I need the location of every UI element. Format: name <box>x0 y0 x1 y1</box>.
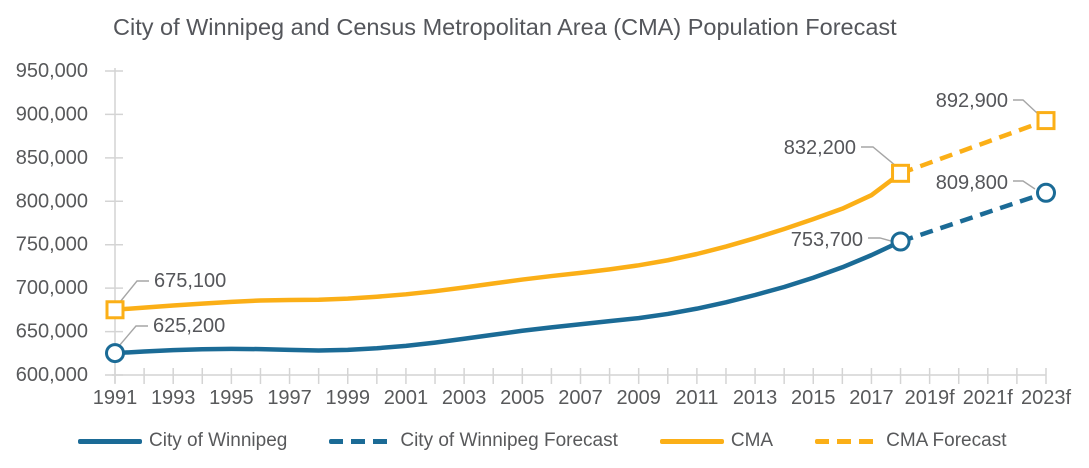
series-line-cma_forecast <box>899 118 1047 176</box>
x-axis-tick-label: 1991 <box>93 387 138 409</box>
legend-label: CMA Forecast <box>886 430 1007 451</box>
annotation-leader-line <box>1013 99 1038 114</box>
solid-line-sample <box>78 438 142 444</box>
dashed-line-sample <box>815 438 880 444</box>
data-label: 892,900 <box>936 90 1008 112</box>
x-axis-tick-label: 1999 <box>326 387 371 409</box>
series-line-cma <box>112 171 903 313</box>
dashed-line-sample <box>329 438 394 444</box>
legend-item-cma: CMA <box>659 430 774 452</box>
legend-label: CMA <box>730 430 774 451</box>
solid-line-sample <box>659 438 724 444</box>
data-marker-square-cma <box>891 163 911 183</box>
chart-series <box>112 118 1047 356</box>
x-axis-tick-label: 1995 <box>209 387 254 409</box>
legend-item-city-of-winnipeg: City of Winnipeg <box>78 430 287 452</box>
population-forecast-chart: City of Winnipeg and Census Metropolitan… <box>16 14 1072 409</box>
series-line-winnipeg_forecast <box>899 190 1047 244</box>
y-axis-tick-label: 900,000 <box>16 103 88 125</box>
annotation-leader-line <box>118 325 148 347</box>
data-marker-square-cma_forecast <box>1036 111 1056 131</box>
data-label: 753,700 <box>791 229 863 251</box>
annotation-leader-line <box>861 146 897 167</box>
x-axis-tick-label: 2009 <box>616 387 661 409</box>
x-axis-tick-label: 2021f <box>963 387 1013 409</box>
y-axis-tick-label: 700,000 <box>16 277 88 299</box>
y-axis-tick-label: 600,000 <box>16 364 88 386</box>
x-axis-tick-label: 2001 <box>384 387 429 409</box>
x-axis-tick-label: 2023f <box>1021 387 1071 409</box>
data-label: 675,100 <box>154 270 226 292</box>
x-axis-tick-label: 2003 <box>442 387 487 409</box>
chart-axes: 950,000 900,000 850,000 800,000 750,000 700,0… <box>16 60 1072 409</box>
x-axis-tick-label: 2005 <box>500 387 545 409</box>
data-marker-circle-winnipeg_forecast <box>1036 182 1056 203</box>
series-line-winnipeg <box>112 239 903 356</box>
data-label: 832,200 <box>784 137 856 159</box>
annotation-leader-line <box>119 280 149 303</box>
chart-annotations: 675,100 625,200 832,200 753,700 892,900 809,8… <box>105 90 1056 364</box>
data-marker-square-cma <box>105 300 125 320</box>
legend-label: City of Winnipeg Forecast <box>400 430 618 451</box>
legend-label: City of Winnipeg <box>149 430 288 451</box>
x-axis-tick-label: 2017 <box>849 387 894 409</box>
annotation-leader-line <box>868 237 892 242</box>
data-marker-circle-winnipeg <box>890 231 911 252</box>
x-axis-tick-label: 2013 <box>733 387 778 409</box>
data-marker-circle-winnipeg <box>105 343 125 364</box>
y-axis-tick-label: 800,000 <box>16 190 88 212</box>
x-axis-tick-label: 2011 <box>675 387 718 409</box>
annotation-leader-line <box>1013 180 1036 190</box>
data-label: 809,800 <box>936 172 1008 194</box>
x-axis-tick-label: 2019f <box>905 387 955 409</box>
legend-item-cma-forecast: CMA Forecast <box>815 430 1006 452</box>
chart-legend: City of Winnipeg City of Winnipeg Foreca… <box>0 418 1089 464</box>
x-axis-tick-label: 1993 <box>151 387 196 409</box>
data-label: 625,200 <box>153 315 225 337</box>
chart-title: City of Winnipeg and Census Metropolitan… <box>113 14 897 40</box>
y-axis-tick-label: 950,000 <box>16 60 88 82</box>
x-axis-tick-label: 1997 <box>267 387 312 409</box>
y-axis-tick-label: 750,000 <box>16 234 88 256</box>
legend-item-city-of-winnipeg-forecast: City of Winnipeg Forecast <box>329 430 618 452</box>
x-axis-tick-label: 2007 <box>558 387 603 409</box>
x-axis-tick-label: 2015 <box>791 387 836 409</box>
y-axis-tick-label: 650,000 <box>16 321 88 343</box>
y-axis-tick-label: 850,000 <box>16 147 88 169</box>
